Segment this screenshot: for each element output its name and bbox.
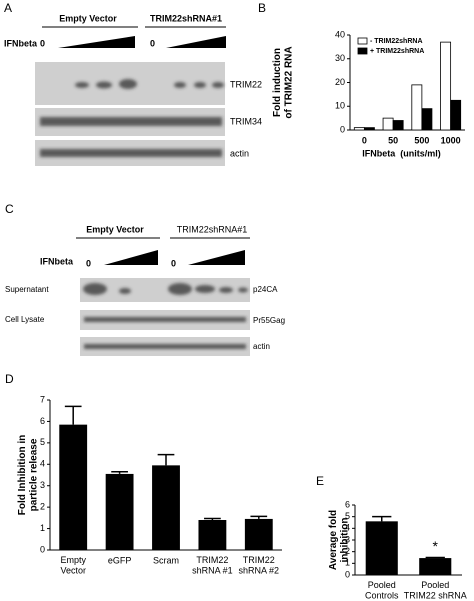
x-tick-label: 1000 xyxy=(441,135,461,145)
bands xyxy=(40,149,222,157)
blot-c: Empty Vector TRIM22shRNA#1 IFNbeta 0 0 S… xyxy=(5,224,285,356)
annotation: * xyxy=(433,538,439,554)
y-tick-label: 2 xyxy=(345,546,350,556)
x-tick-label: TRIM22 shRNA #1 xyxy=(192,555,233,575)
panel-label: A xyxy=(4,1,12,15)
y-tick-label: 2 xyxy=(40,502,45,512)
panel-label: D xyxy=(5,372,14,386)
legend-label: + TRIM22shRNA xyxy=(370,48,424,55)
band-label: Pr55Gag xyxy=(253,316,285,325)
bar xyxy=(198,520,227,550)
y-tick-label: 4 xyxy=(40,459,45,469)
x-tick-label: Empty Vector xyxy=(60,555,86,575)
y-tick-label: 10 xyxy=(335,101,345,111)
y-tick-label: 6 xyxy=(40,416,45,426)
y-tick-label: 4 xyxy=(345,523,350,533)
group-label: TRIM22shRNA#1 xyxy=(177,224,248,234)
bar xyxy=(59,424,88,550)
y-tick-label: 5 xyxy=(345,511,350,521)
dose-zero: 0 xyxy=(40,38,45,48)
bar xyxy=(363,127,375,131)
y-axis-label: Fold inductionof TRIM22 RNA xyxy=(272,46,295,118)
bar xyxy=(382,117,394,131)
bar xyxy=(365,521,398,575)
bands xyxy=(40,117,222,126)
band-label: TRIM34 xyxy=(230,116,262,126)
error-bar xyxy=(64,405,82,425)
fraction-label: Supernatant xyxy=(5,285,49,294)
error-bar xyxy=(157,453,175,466)
group-label: Empty Vector xyxy=(59,13,117,23)
y-tick-label: 1 xyxy=(345,558,350,568)
bar xyxy=(450,99,462,131)
bands xyxy=(84,317,246,322)
y-tick-label: 3 xyxy=(40,480,45,490)
legend-swatch xyxy=(357,47,368,55)
y-tick-label: 5 xyxy=(40,437,45,447)
bar xyxy=(244,518,273,550)
y-tick-label: 0 xyxy=(40,544,45,554)
y-tick-label: 20 xyxy=(335,77,345,87)
error-bar xyxy=(250,515,268,519)
x-tick-label: Pooled TRIM22 shRNA xyxy=(404,580,467,600)
dose-zero: 0 xyxy=(171,258,176,268)
y-tick-label: 7 xyxy=(40,394,45,404)
dose-wedge xyxy=(58,36,135,48)
blot-a: Empty Vector TRIM22shRNA#1 IFNbeta 0 0 T… xyxy=(4,13,262,166)
y-tick-label: 1 xyxy=(40,523,45,533)
bar xyxy=(440,41,452,131)
band-label: actin xyxy=(253,342,270,351)
y-tick-label: 0 xyxy=(345,569,350,579)
error-bar xyxy=(204,517,221,520)
panel-label: C xyxy=(5,202,14,216)
legend-label: - TRIM22shRNA xyxy=(370,38,423,45)
x-tick-label: 50 xyxy=(388,135,398,145)
dose-zero: 0 xyxy=(86,258,91,268)
dose-wedge xyxy=(188,250,245,265)
bar xyxy=(411,84,423,131)
x-tick-label: eGFP xyxy=(108,555,132,565)
x-tick-label: 500 xyxy=(414,135,429,145)
dose-wedge xyxy=(166,36,226,48)
error-bar xyxy=(111,471,128,474)
band-label: p24CA xyxy=(253,285,278,294)
y-tick-label: 40 xyxy=(335,29,345,39)
y-tick-label: 3 xyxy=(345,534,350,544)
y-axis-label: Fold Inhibition inparticle release xyxy=(17,435,40,516)
bands xyxy=(75,79,224,89)
x-tick-label: Scram xyxy=(153,555,179,565)
bar xyxy=(421,108,433,131)
bar xyxy=(152,465,180,550)
group-label: TRIM22shRNA#1 xyxy=(150,13,222,23)
treatment-label: IFNbeta xyxy=(40,256,74,266)
bands xyxy=(83,283,248,295)
band-label: actin xyxy=(230,148,249,158)
x-tick-label: 0 xyxy=(362,135,367,145)
legend-swatch xyxy=(357,37,368,45)
dose-zero: 0 xyxy=(150,38,155,48)
error-bar xyxy=(425,556,445,559)
y-tick-label: 0 xyxy=(340,124,345,134)
fraction-label: Cell Lysate xyxy=(5,315,45,324)
bar xyxy=(392,120,404,131)
band-label: TRIM22 xyxy=(230,79,262,89)
y-tick-label: 6 xyxy=(345,499,350,509)
panel-label: E xyxy=(316,474,324,488)
group-label: Empty Vector xyxy=(86,224,144,234)
dose-wedge xyxy=(104,250,158,265)
bar xyxy=(353,127,365,131)
y-axis-label: Average foldinhibition xyxy=(328,510,351,570)
y-tick-label: 30 xyxy=(335,53,345,63)
error-bar xyxy=(372,515,392,522)
x-axis-label: IFNbeta (units/ml) xyxy=(362,148,441,158)
bar xyxy=(105,473,134,550)
bar xyxy=(419,558,452,575)
x-tick-label: Pooled Controls xyxy=(365,580,399,600)
bands xyxy=(84,344,246,349)
panel-label: B xyxy=(258,1,266,15)
treatment-label: IFNbeta xyxy=(4,38,38,48)
x-tick-label: TRIM22 shRNA #2 xyxy=(239,555,280,575)
